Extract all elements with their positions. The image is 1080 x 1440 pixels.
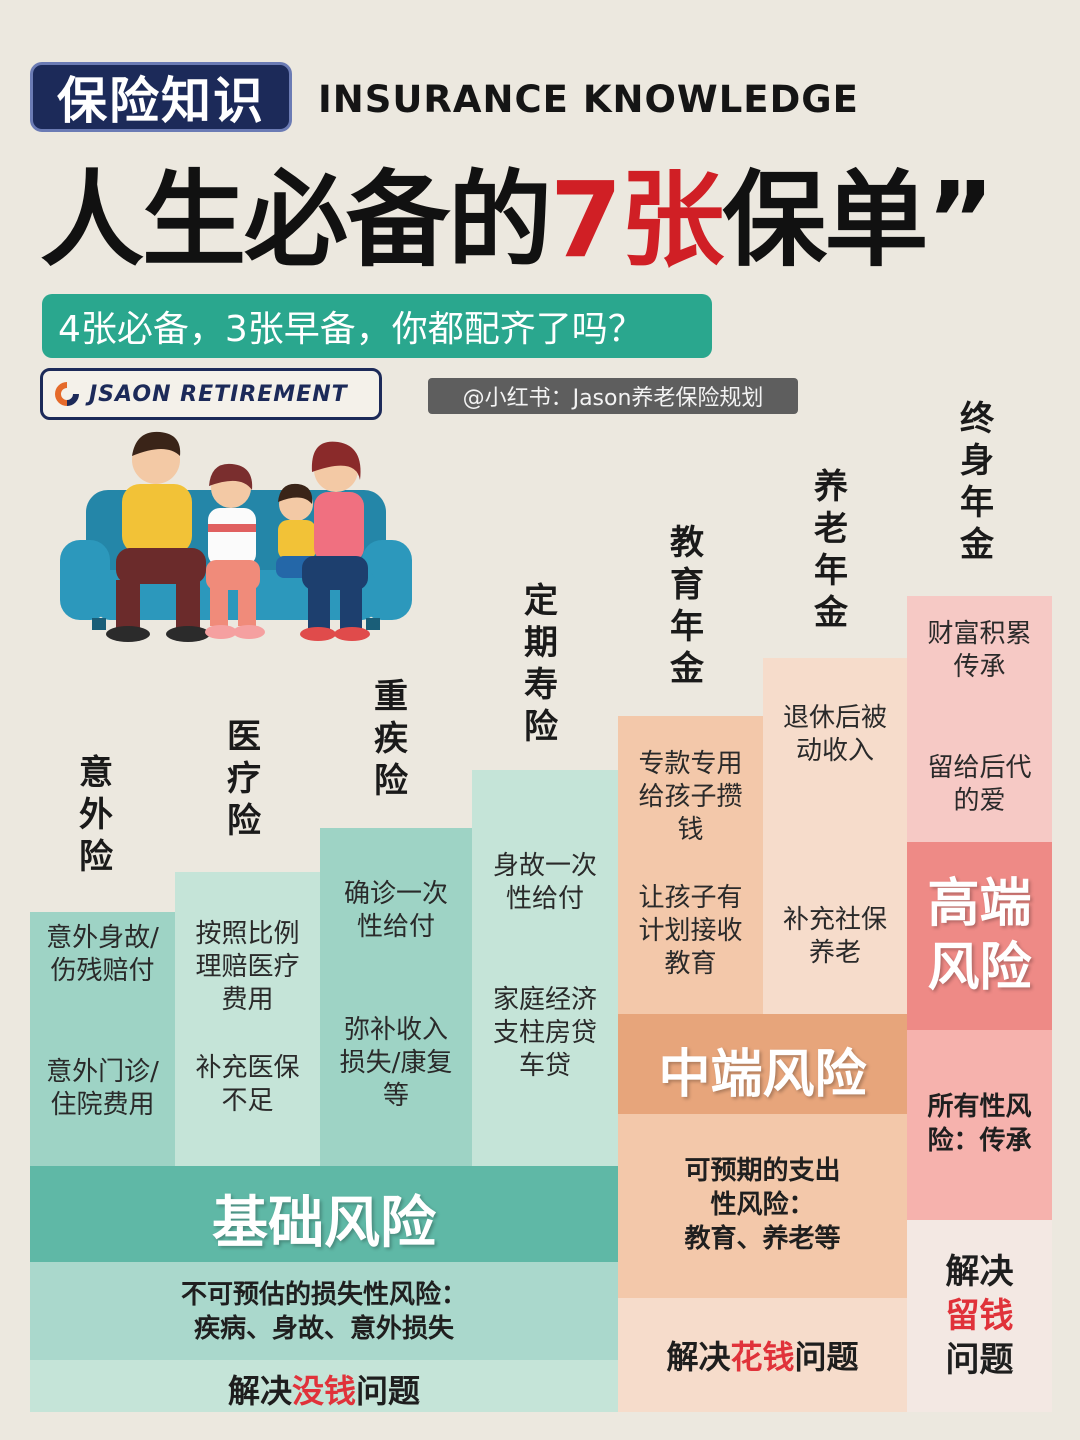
basic-risk-label: 基础风险	[212, 1191, 436, 1256]
medical-text-2: 补充医保不足	[195, 1053, 300, 1116]
column-medical: 按照比例理赔医疗费用 补充医保不足	[175, 872, 320, 1166]
knowledge-tag: 保险知识	[30, 62, 292, 132]
high-risk-band: 高端 风险	[907, 842, 1052, 1030]
high-solution-bar: 解决 留钱 问题	[907, 1220, 1052, 1412]
column-lifetime-annuity: 财富积累传承 留给后代的爱	[907, 596, 1052, 842]
label-lifetime-annuity: 终身年金	[960, 399, 994, 565]
title-quote: ”	[926, 159, 994, 281]
subtitle-text: 4张必备，3张早备，你都配齐了吗？	[58, 309, 644, 350]
basic-sol-prefix: 解决	[227, 1372, 292, 1410]
basic-risk-desc: 不可预估的损失性风险： 疾病、身故、意外损失	[30, 1262, 618, 1360]
column-accident: 意外身故/伤残赔付 意外门诊/住院费用	[30, 912, 175, 1166]
label-pension-annuity: 养老年金	[814, 467, 848, 633]
label-medical: 医疗险	[227, 717, 261, 841]
column-pension-annuity: 退休后被动收入 补充社保养老	[763, 658, 907, 1014]
high-sol-highlight: 留钱	[945, 1296, 1014, 1336]
high-solution-text: 解决 留钱 问题	[907, 1250, 1052, 1382]
accident-text-1: 意外身故/伤残赔付	[46, 923, 159, 986]
pension-text-1: 退休后被动收入	[782, 703, 887, 766]
mid-risk-band: 中端风险	[618, 1014, 907, 1114]
high-sol-prefix: 解决	[945, 1252, 1014, 1292]
label-accident: 意外险	[79, 753, 113, 877]
column-critical-illness: 确诊一次性给付 弥补收入损失/康复等	[320, 828, 472, 1166]
english-title: INSURANCE KNOWLEDGE	[318, 78, 859, 121]
family-illustration	[60, 431, 412, 642]
title-suffix: 保单	[722, 159, 928, 281]
term-life-text-1: 身故一次性给付	[492, 851, 597, 914]
term-life-text-2: 家庭经济支柱房贷车贷	[492, 985, 597, 1081]
basic-solution-text: 解决没钱问题	[30, 1366, 618, 1412]
page-title: 人生必备的7张保单”	[40, 159, 995, 281]
brand-icon	[55, 382, 79, 406]
title-prefix: 人生必备的	[40, 159, 552, 281]
brand-name: JSAON RETIREMENT	[89, 381, 348, 407]
critical-text-1: 确诊一次性给付	[343, 879, 448, 942]
brand-logo: JSAON RETIREMENT	[40, 368, 382, 420]
pension-text-2: 补充社保养老	[782, 905, 887, 968]
education-text-1: 专款专用给孩子攒钱	[638, 749, 743, 845]
high-sol-suffix: 问题	[945, 1340, 1014, 1380]
basic-sol-suffix: 问题	[356, 1372, 421, 1410]
mid-risk-desc: 可预期的支出 性风险： 教育、养老等	[618, 1114, 907, 1298]
high-risk-label: 高端 风险	[907, 872, 1052, 1000]
lifetime-text-1: 财富积累传承	[927, 619, 1032, 682]
education-text-2: 让孩子有计划接收教育	[638, 883, 743, 979]
label-term-life: 定期寿险	[524, 581, 558, 747]
accident-text-2: 意外门诊/住院费用	[46, 1057, 159, 1120]
column-education-annuity: 专款专用给孩子攒钱 让孩子有计划接收教育	[618, 716, 763, 1014]
basic-desc-line-2: 疾病、身故、意外损失	[193, 1314, 454, 1344]
critical-text-2: 弥补收入损失/康复等	[339, 1015, 453, 1111]
medical-text-1: 按照比例理赔医疗费用	[195, 919, 300, 1015]
subtitle-bar: 4张必备，3张早备，你都配齐了吗？	[42, 294, 712, 358]
social-handle: @小红书：Jason养老保险规划	[428, 378, 798, 414]
mid-desc-line-2: 性风险：	[710, 1190, 815, 1220]
label-critical-illness: 重疾险	[374, 677, 408, 801]
mid-sol-suffix: 问题	[794, 1338, 859, 1376]
mid-desc-line-1: 可预期的支出	[684, 1156, 841, 1186]
basic-solution-bar: 解决没钱问题	[30, 1360, 618, 1412]
lifetime-text-2: 留给后代的爱	[927, 753, 1032, 816]
mid-solution-text: 解决花钱问题	[618, 1332, 907, 1378]
mid-desc-line-3: 教育、养老等	[684, 1224, 841, 1254]
mid-desc-text: 可预期的支出 性风险： 教育、养老等	[618, 1154, 907, 1256]
high-label-line-1: 高端	[927, 874, 1032, 934]
basic-desc-line-1: 不可预估的损失性风险：	[180, 1280, 467, 1310]
mid-sol-highlight: 花钱	[730, 1338, 795, 1376]
basic-desc-text: 不可预估的损失性风险： 疾病、身故、意外损失	[30, 1278, 618, 1346]
mid-risk-label: 中端风险	[658, 1045, 867, 1105]
mid-solution-bar: 解决花钱问题	[618, 1298, 907, 1412]
basic-risk-band: 基础风险	[30, 1166, 618, 1262]
column-term-life: 身故一次性给付 家庭经济支柱房贷车贷	[472, 770, 618, 1166]
high-label-line-2: 风险	[927, 938, 1032, 998]
label-education-annuity: 教育年金	[670, 523, 704, 689]
basic-sol-highlight: 没钱	[291, 1372, 356, 1410]
high-risk-desc: 所有性风险：传承	[907, 1030, 1052, 1220]
title-highlight: 7张	[550, 159, 724, 281]
mid-sol-prefix: 解决	[666, 1338, 731, 1376]
high-desc-text: 所有性风险：传承	[927, 1092, 1032, 1156]
